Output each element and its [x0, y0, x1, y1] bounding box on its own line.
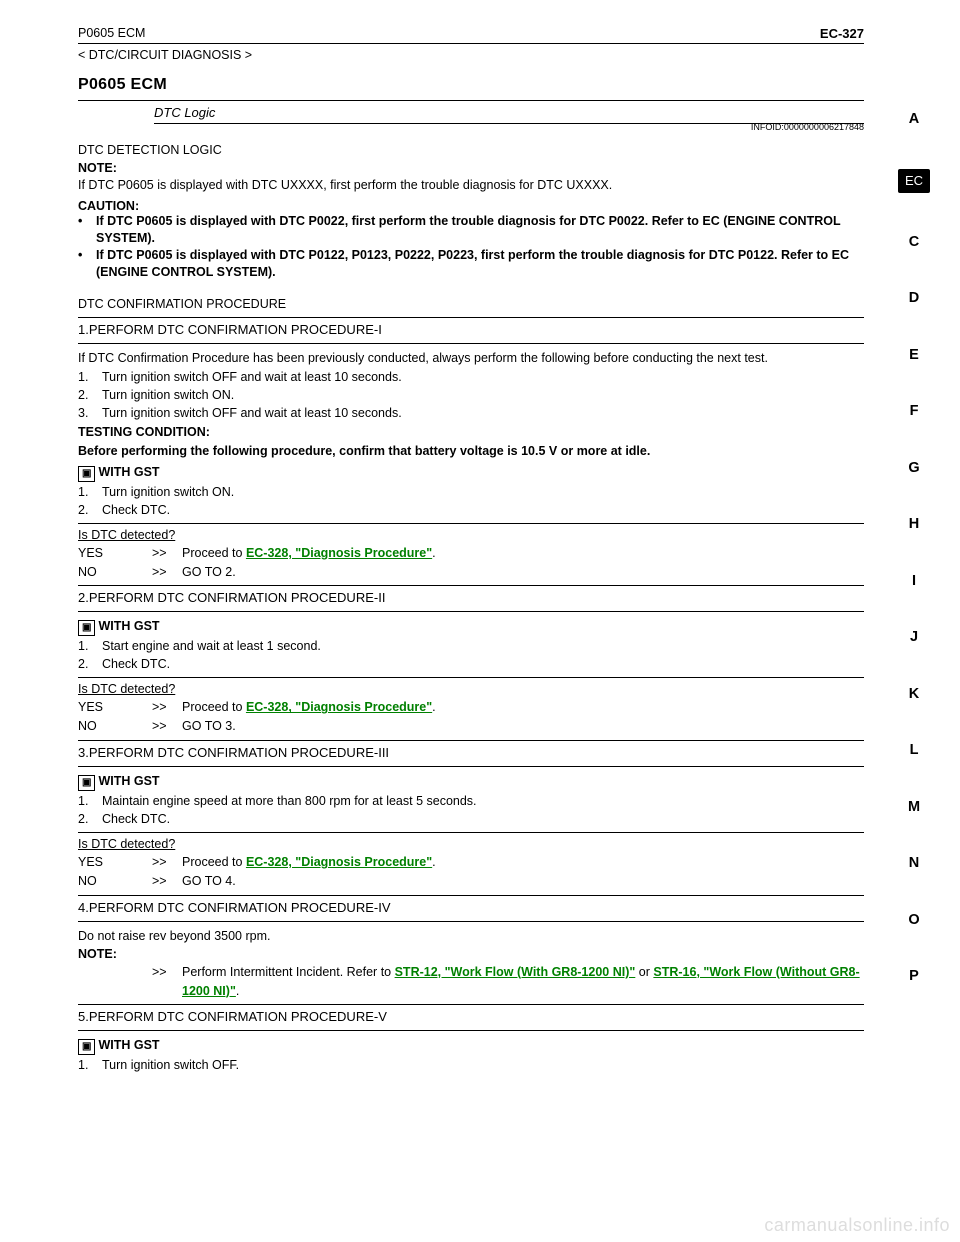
step-1-title: 1.PERFORM DTC CONFIRMATION PROCEDURE-I	[78, 322, 864, 337]
link-diag-proc[interactable]: EC-328, "Diagnosis Procedure"	[246, 855, 432, 869]
sidebar-k[interactable]: K	[898, 687, 930, 702]
proc-step: 1.Turn ignition switch ON.	[78, 483, 864, 501]
dtc-detection-heading: DTC DETECTION LOGIC	[78, 142, 864, 159]
testing-cond-label: TESTING CONDITION:	[78, 424, 864, 441]
step-1-sub: 3.Turn ignition switch OFF and wait at l…	[78, 404, 864, 422]
sidebar-o[interactable]: O	[898, 913, 930, 928]
gst-label: ▣WITH GST	[78, 773, 864, 791]
result-no: NO>> GO TO 4.	[78, 872, 864, 891]
result-row: >> Perform Intermittent Incident. Refer …	[78, 963, 864, 1001]
gst-label: ▣WITH GST	[78, 464, 864, 482]
link-workflow-with[interactable]: STR-12, "Work Flow (With GR8-1200 NI)"	[395, 965, 636, 979]
result-no: NO>> GO TO 3.	[78, 717, 864, 736]
sidebar-a[interactable]: A	[898, 112, 930, 127]
sidebar-i[interactable]: I	[898, 574, 930, 589]
sidebar-m[interactable]: M	[898, 800, 930, 815]
header-page-num: EC-327	[820, 26, 864, 41]
step-1-sub: 2.Turn ignition switch ON.	[78, 386, 864, 404]
note-label: NOTE:	[78, 947, 864, 961]
note-text: If DTC P0605 is displayed with DTC UXXXX…	[78, 177, 864, 194]
proc-step: 2.Check DTC.	[78, 655, 864, 673]
step-3-title: 3.PERFORM DTC CONFIRMATION PROCEDURE-III	[78, 745, 864, 760]
link-diag-proc[interactable]: EC-328, "Diagnosis Procedure"	[246, 700, 432, 714]
sidebar-j[interactable]: J	[898, 630, 930, 645]
title-main: P0605 ECM	[78, 76, 864, 94]
sidebar-h[interactable]: H	[898, 517, 930, 532]
proc-step: 1.Turn ignition switch OFF.	[78, 1056, 864, 1074]
caution-bullet: • If DTC P0605 is displayed with DTC P01…	[78, 247, 864, 282]
caution-bullet: • If DTC P0605 is displayed with DTC P00…	[78, 213, 864, 248]
step-1-note: If DTC Confirmation Procedure has been p…	[78, 350, 864, 367]
confirm-heading: DTC CONFIRMATION PROCEDURE	[78, 296, 864, 313]
result-question: Is DTC detected?	[78, 682, 864, 696]
sidebar-c[interactable]: C	[898, 235, 930, 250]
sidebar-g[interactable]: G	[898, 461, 930, 476]
result-question: Is DTC detected?	[78, 837, 864, 851]
info-id: INFOID:0000000006217848	[154, 122, 864, 132]
sidebar-l[interactable]: L	[898, 743, 930, 758]
proc-step: 1.Start engine and wait at least 1 secon…	[78, 637, 864, 655]
proc-step: 1.Maintain engine speed at more than 800…	[78, 792, 864, 810]
link-diag-proc[interactable]: EC-328, "Diagnosis Procedure"	[246, 546, 432, 560]
proc-step: 2.Check DTC.	[78, 810, 864, 828]
result-yes: YES>> Proceed to EC-328, "Diagnosis Proc…	[78, 544, 864, 563]
sidebar-e[interactable]: E	[898, 348, 930, 363]
sidebar-f[interactable]: F	[898, 404, 930, 419]
section-sidebar: A EC C D E F G H I J K L M N O P	[898, 112, 930, 984]
sidebar-n[interactable]: N	[898, 856, 930, 871]
gst-label: ▣WITH GST	[78, 1037, 864, 1055]
sidebar-p[interactable]: P	[898, 969, 930, 984]
result-no: NO>> GO TO 2.	[78, 563, 864, 582]
step-2-title: 2.PERFORM DTC CONFIRMATION PROCEDURE-II	[78, 590, 864, 605]
subtitle-dtc-logic: DTC Logic	[154, 105, 864, 121]
testing-cond-text: Before performing the following procedur…	[78, 443, 864, 460]
step-4-title: 4.PERFORM DTC CONFIRMATION PROCEDURE-IV	[78, 900, 864, 915]
note-label: NOTE:	[78, 161, 864, 175]
gst-label: ▣WITH GST	[78, 618, 864, 636]
caution-label: CAUTION:	[78, 199, 864, 213]
sidebar-d[interactable]: D	[898, 291, 930, 306]
step-1-sub: 1.Turn ignition switch OFF and wait at l…	[78, 368, 864, 386]
step-5-title: 5.PERFORM DTC CONFIRMATION PROCEDURE-V	[78, 1009, 864, 1024]
result-yes: YES>> Proceed to EC-328, "Diagnosis Proc…	[78, 853, 864, 872]
header-section: < DTC/CIRCUIT DIAGNOSIS >	[78, 48, 864, 62]
step-4-note: Do not raise rev beyond 3500 rpm.	[78, 928, 864, 945]
header-dtc-code: P0605 ECM	[78, 26, 145, 41]
watermark: carmanualsonline.info	[764, 1215, 950, 1236]
proc-step: 2.Check DTC.	[78, 501, 864, 519]
result-yes: YES>> Proceed to EC-328, "Diagnosis Proc…	[78, 698, 864, 717]
result-question: Is DTC detected?	[78, 528, 864, 542]
sidebar-ec[interactable]: EC	[898, 169, 930, 193]
